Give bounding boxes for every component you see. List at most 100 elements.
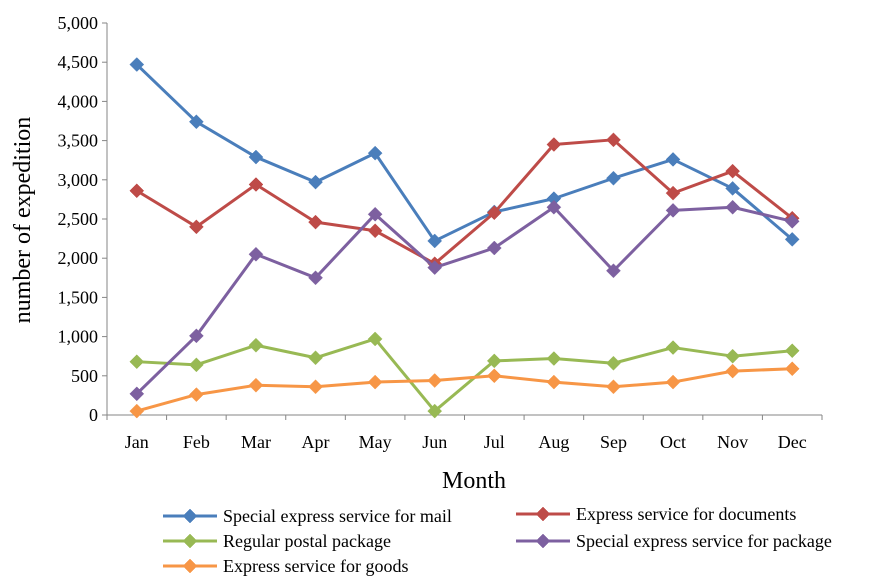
data-point bbox=[665, 185, 681, 201]
data-point bbox=[725, 199, 740, 215]
data-point bbox=[248, 337, 264, 353]
data-point bbox=[189, 328, 204, 344]
x-tick-label: Apr bbox=[302, 432, 330, 452]
legend-item: Special express service for mail bbox=[163, 506, 452, 526]
data-point bbox=[427, 260, 443, 275]
data-point bbox=[189, 387, 204, 402]
series bbox=[129, 57, 800, 419]
data-point bbox=[367, 145, 383, 161]
data-point bbox=[367, 331, 383, 347]
data-point bbox=[189, 114, 204, 130]
data-point bbox=[189, 219, 204, 235]
data-point bbox=[606, 355, 621, 371]
x-tick-label: Dec bbox=[778, 432, 807, 452]
legend-label: Express service for goods bbox=[223, 556, 408, 576]
data-point bbox=[308, 350, 323, 366]
legend-item: Express service for documents bbox=[516, 504, 796, 524]
data-point bbox=[308, 174, 323, 190]
legend-label: Special express service for mail bbox=[223, 506, 452, 526]
data-point bbox=[248, 149, 264, 165]
data-point bbox=[486, 205, 502, 221]
y-tick-label: 1,500 bbox=[58, 287, 99, 307]
data-point bbox=[546, 137, 562, 152]
data-point bbox=[248, 377, 264, 393]
y-tick-label: 5,000 bbox=[58, 13, 99, 33]
data-point bbox=[129, 386, 145, 402]
y-tick-label: 1,000 bbox=[58, 327, 99, 347]
y-tick-label: 2,500 bbox=[58, 209, 99, 229]
y-tick-label: 3,000 bbox=[58, 170, 99, 190]
data-point bbox=[725, 181, 740, 196]
data-point bbox=[129, 354, 145, 370]
data-point bbox=[308, 214, 323, 230]
data-point bbox=[308, 379, 323, 395]
data-point bbox=[427, 403, 443, 419]
series-5 bbox=[129, 361, 800, 419]
x-tick-label: Jan bbox=[125, 432, 149, 452]
legend-marker bbox=[535, 533, 551, 549]
data-point bbox=[546, 199, 562, 215]
x-tick-label: Sep bbox=[600, 432, 627, 452]
data-point bbox=[546, 351, 562, 366]
axes bbox=[102, 22, 823, 420]
legend-marker bbox=[182, 558, 198, 574]
data-point bbox=[129, 57, 145, 72]
legend: Special express service for mail Express … bbox=[163, 504, 832, 576]
data-point bbox=[248, 177, 264, 192]
data-point bbox=[427, 373, 443, 388]
x-tick-label: Mar bbox=[241, 432, 271, 452]
data-point bbox=[129, 183, 145, 199]
series-line bbox=[136, 367, 793, 413]
data-point bbox=[189, 357, 204, 373]
data-point bbox=[367, 374, 383, 390]
data-point bbox=[665, 340, 681, 355]
x-tick-label: Jun bbox=[422, 432, 447, 452]
data-point bbox=[784, 232, 800, 247]
series-line bbox=[136, 138, 794, 266]
series-1 bbox=[129, 57, 800, 249]
y-tick-label: 500 bbox=[71, 366, 98, 386]
x-axis-label: Month bbox=[442, 468, 506, 494]
legend-marker bbox=[535, 506, 551, 522]
x-tick-labels: Jan Feb Mar Apr May Jun Jul Aug Sep Oct Nov Dec bbox=[125, 432, 807, 452]
legend-label: Regular postal package bbox=[223, 531, 391, 551]
x-tick-label: Feb bbox=[183, 432, 210, 452]
x-tick-label: May bbox=[359, 432, 392, 452]
data-point bbox=[665, 203, 681, 218]
data-point bbox=[367, 223, 383, 239]
legend-item: Express service for goods bbox=[163, 556, 408, 576]
x-tick-label: Aug bbox=[538, 432, 569, 452]
legend-marker bbox=[182, 533, 198, 549]
data-point bbox=[725, 163, 740, 179]
x-tick-label: Nov bbox=[717, 432, 748, 452]
data-point bbox=[606, 379, 621, 395]
series-line bbox=[135, 205, 793, 395]
y-tick-label: 0 bbox=[89, 405, 98, 425]
y-axis-label: number of expedition bbox=[10, 117, 36, 324]
series-4 bbox=[129, 199, 800, 402]
data-point bbox=[486, 353, 502, 369]
data-point bbox=[367, 206, 383, 222]
series-2 bbox=[129, 132, 800, 272]
data-point bbox=[784, 343, 800, 359]
data-point bbox=[606, 132, 621, 148]
data-point bbox=[606, 170, 621, 186]
data-point bbox=[546, 374, 562, 390]
data-point bbox=[725, 348, 740, 364]
data-point bbox=[129, 403, 145, 419]
y-tick-labels: 0 500 1,000 1,500 2,000 2,500 3,000 3,500 4,000 4… bbox=[58, 13, 99, 425]
data-point bbox=[725, 363, 740, 379]
y-tick-label: 4,000 bbox=[58, 91, 99, 111]
series-3 bbox=[129, 331, 800, 419]
data-point bbox=[248, 246, 264, 262]
data-point bbox=[784, 213, 800, 229]
legend-marker bbox=[182, 508, 198, 524]
x-tick-label: Oct bbox=[660, 432, 686, 452]
legend-label: Express service for documents bbox=[576, 504, 796, 524]
data-point bbox=[486, 240, 502, 256]
y-tick-label: 2,000 bbox=[58, 248, 99, 268]
data-point bbox=[665, 374, 681, 390]
legend-label: Special express service for package bbox=[576, 531, 832, 551]
